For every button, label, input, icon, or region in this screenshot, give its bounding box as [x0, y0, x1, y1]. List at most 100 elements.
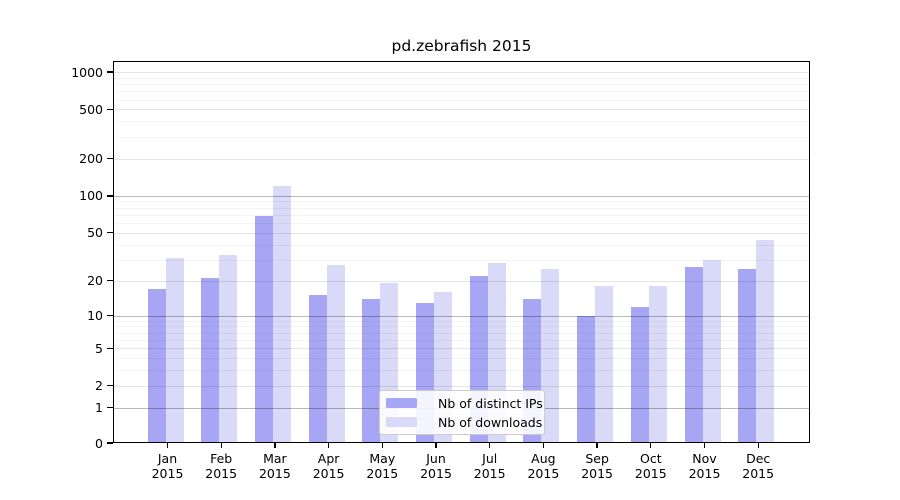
gridline-10 [113, 315, 810, 317]
bar-ips-may [362, 298, 381, 443]
gridline-300 [113, 136, 810, 138]
x-tick-label-jun: Jun 2015 [404, 451, 468, 481]
legend-item-distinct-ips: Nb of distinct IPs [386, 394, 543, 412]
x-tick-jul [489, 443, 491, 448]
bar-ips-feb [201, 278, 220, 443]
x-tick-may [381, 443, 383, 448]
x-label-year: 2015 [581, 465, 613, 481]
x-label-year: 2015 [151, 465, 184, 481]
legend-label-downloads: Nb of downloads [438, 414, 543, 430]
x-label-year: 2015 [420, 465, 452, 481]
bar-downloads-oct [648, 286, 667, 443]
legend-label-distinct-ips: Nb of distinct IPs [438, 395, 543, 411]
x-tick-mar [274, 443, 276, 448]
y-tick-100 [107, 195, 113, 197]
gridline-900 [113, 77, 810, 79]
x-tick-label-dec: Dec 2015 [726, 451, 790, 481]
bar-ips-jan [147, 288, 166, 443]
y-tick-label-1000: 1000 [71, 64, 103, 80]
y-tick-label-1: 1 [95, 400, 103, 416]
bar-ips-sep [577, 315, 596, 443]
bar-ips-oct [630, 306, 649, 443]
x-label-month: Oct [639, 451, 662, 466]
gridline-400 [113, 121, 810, 123]
x-label-year: 2015 [205, 465, 238, 481]
x-tick-label-aug: Aug 2015 [511, 451, 575, 481]
y-tick-1000 [107, 71, 113, 73]
x-label-month: Aug [531, 451, 556, 466]
gridline-6 [113, 339, 810, 341]
x-label-month: Mar [263, 451, 287, 466]
gridline-200 [113, 158, 810, 160]
x-tick-label-sep: Sep 2015 [565, 451, 629, 481]
plot-area [113, 61, 810, 443]
legend-item-downloads: Nb of downloads [386, 413, 542, 431]
y-tick-label-200: 200 [79, 151, 103, 167]
x-label-month: Feb [210, 451, 233, 466]
gridline-3 [113, 370, 810, 372]
x-tick-nov [703, 443, 706, 448]
gridline-60 [113, 223, 810, 225]
x-tick-label-may: May 2015 [350, 451, 414, 481]
gridline-7 [113, 332, 810, 334]
x-label-year: 2015 [312, 465, 345, 481]
bar-ips-apr [308, 295, 327, 443]
gridline-40 [113, 244, 810, 246]
x-label-month: Nov [692, 451, 717, 466]
y-tick-1 [107, 406, 113, 409]
legend: Nb of distinct IPs Nb of downloads [379, 390, 545, 435]
y-tick-200 [107, 158, 113, 160]
x-tick-label-nov: Nov 2015 [673, 451, 737, 481]
bar-downloads-aug [541, 269, 560, 443]
y-tick-label-0: 0 [95, 435, 103, 451]
y-tick-500 [107, 108, 113, 111]
x-label-year: 2015 [366, 465, 399, 481]
y-tick-label-2: 2 [95, 378, 103, 394]
x-label-month: Jul [482, 451, 498, 466]
gridline-30 [113, 259, 810, 261]
x-label-month: Dec [746, 451, 771, 466]
x-label-month: Apr [317, 451, 340, 466]
x-label-month: Jun [426, 451, 446, 466]
x-label-year: 2015 [258, 465, 291, 481]
y-tick-2 [107, 384, 113, 387]
gridline-1000 [113, 72, 810, 74]
gridline-800 [113, 84, 810, 86]
x-tick-label-apr: Apr 2015 [297, 451, 361, 481]
y-tick-label-5: 5 [95, 340, 103, 356]
y-tick-label-50: 50 [87, 225, 103, 241]
x-label-month: Sep [585, 451, 609, 466]
gridline-4 [113, 358, 810, 360]
gridline-700 [113, 91, 810, 93]
x-tick-apr [327, 443, 330, 448]
x-tick-oct [650, 443, 652, 448]
y-tick-10 [107, 314, 113, 317]
x-label-month: May [369, 451, 396, 466]
y-tick-20 [107, 279, 113, 282]
x-tick-feb [220, 443, 222, 448]
x-label-year: 2015 [634, 465, 667, 481]
x-label-year: 2015 [688, 465, 721, 481]
y-tick-label-20: 20 [87, 273, 103, 289]
x-tick-label-oct: Oct 2015 [619, 451, 683, 481]
legend-swatch-distinct-ips [386, 397, 417, 409]
gridline-70 [113, 214, 810, 216]
y-tick-label-10: 10 [87, 308, 103, 324]
x-tick-jan [166, 443, 169, 448]
bar-downloads-sep [595, 286, 614, 443]
gridline-20 [113, 280, 810, 282]
x-label-year: 2015 [473, 465, 506, 481]
gridline-90 [113, 201, 810, 203]
bar-ips-nov [684, 267, 703, 443]
chart-title: pd.zebrafish 2015 [391, 37, 532, 55]
x-label-year: 2015 [527, 465, 560, 481]
x-tick-jun [435, 443, 437, 448]
x-label-month: Jan [157, 451, 178, 466]
y-tick-label-500: 500 [79, 101, 103, 117]
bar-downloads-feb [219, 254, 238, 443]
bar-downloads-mar [272, 186, 291, 443]
legend-swatch-downloads [386, 416, 417, 428]
bar-downloads-nov [702, 259, 721, 443]
gridline-5 [113, 348, 810, 350]
